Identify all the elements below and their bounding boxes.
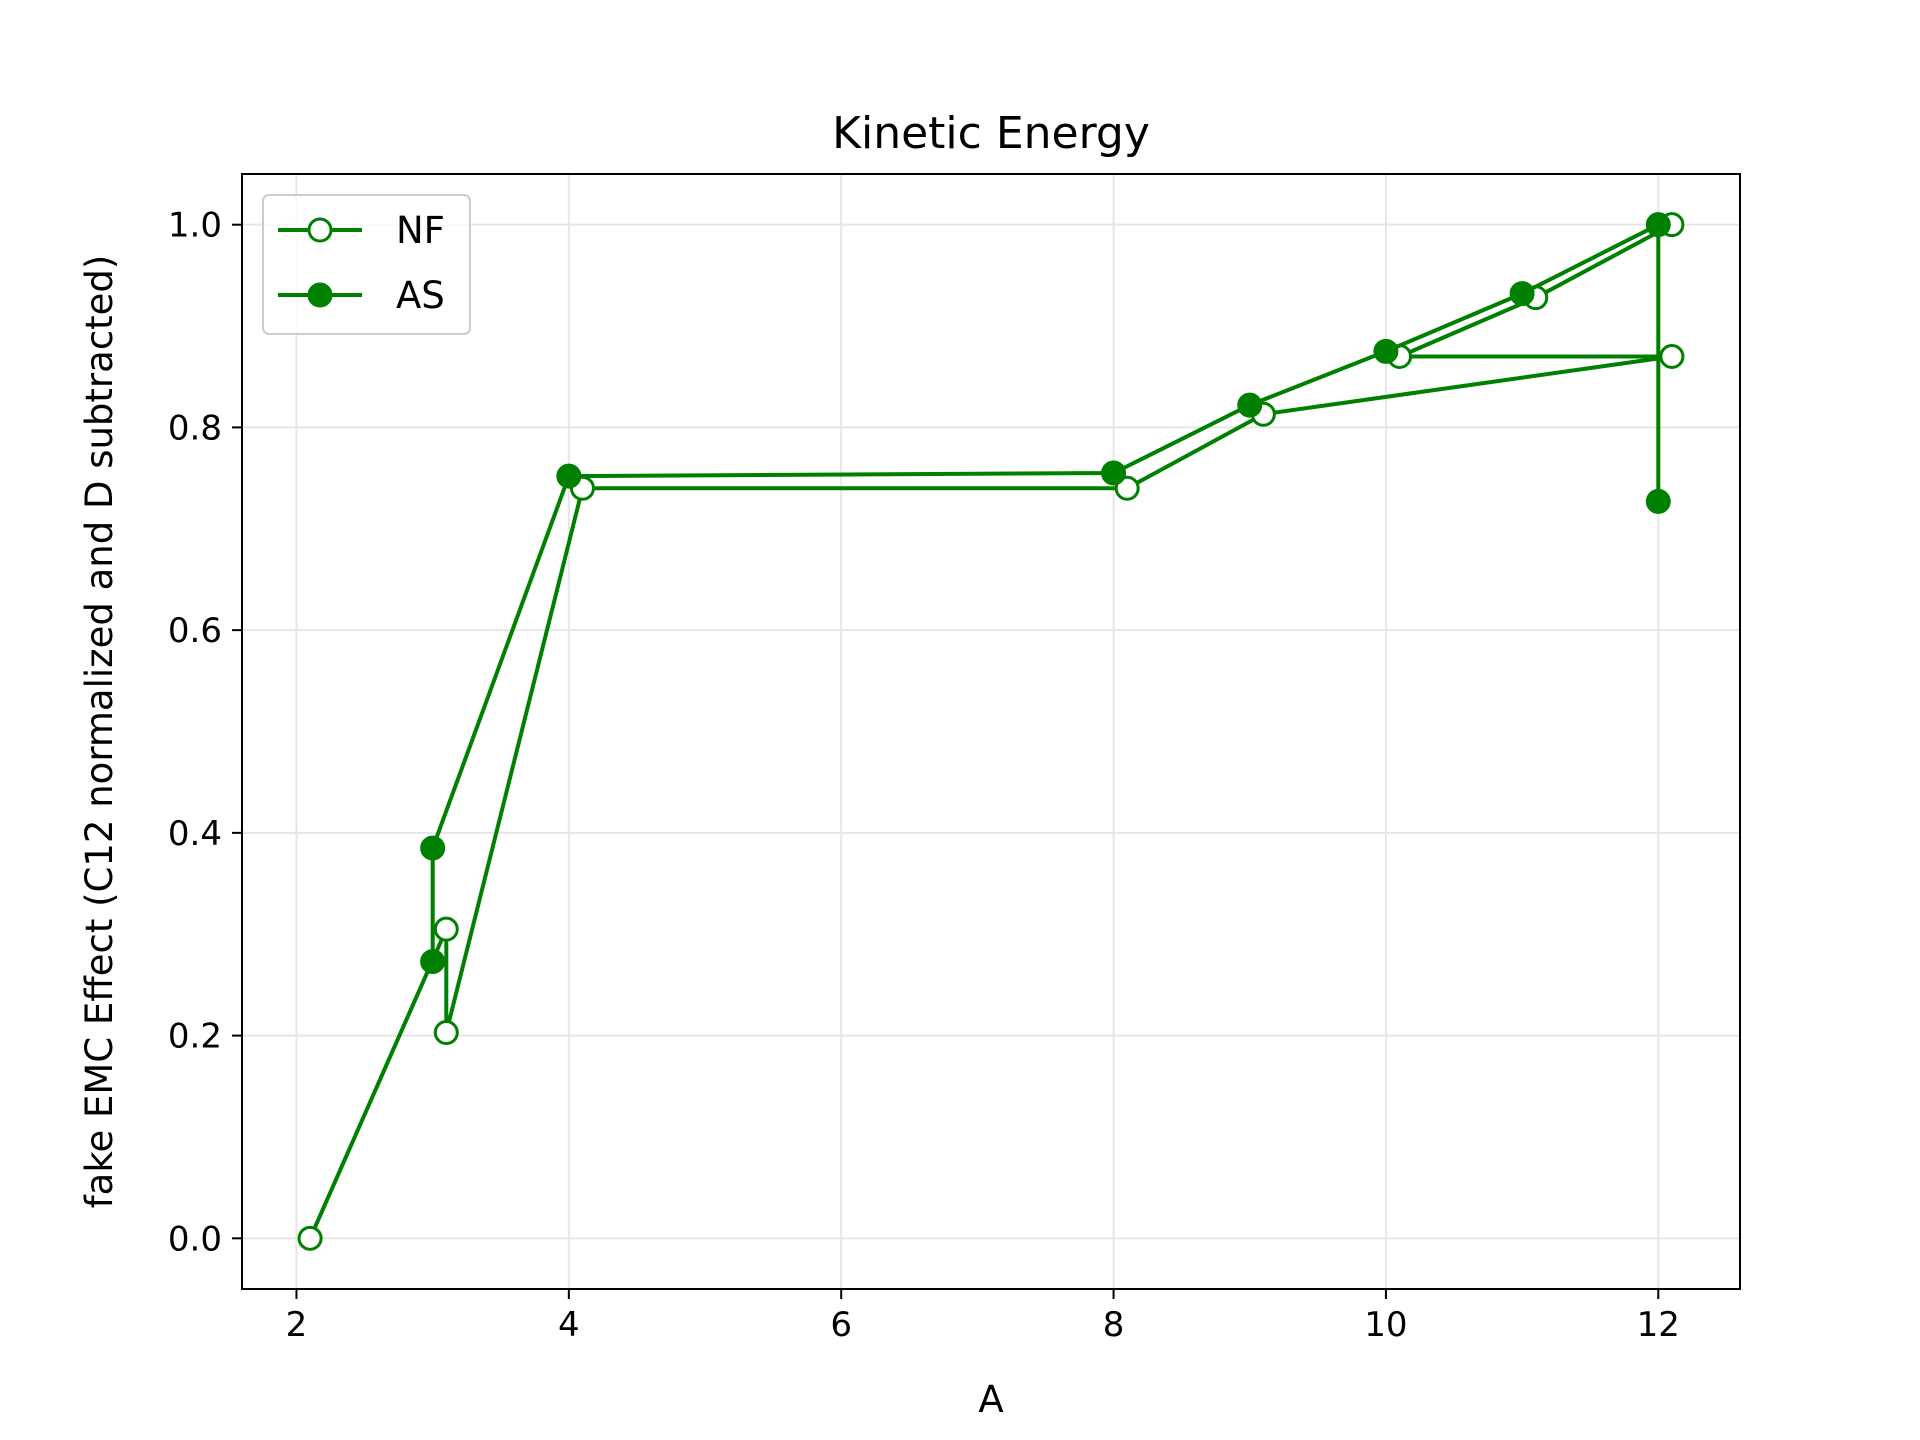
x-tick-label: 12 xyxy=(1637,1305,1680,1345)
legend-marker xyxy=(307,282,333,308)
data-point-nf xyxy=(433,1020,459,1046)
series-as xyxy=(420,212,1671,975)
y-tick-label: 1.0 xyxy=(168,206,222,246)
axis-ticks: 2 4 6 8 10 12 0.0 0.2 0.4 0.6 0.8 1.0 xyxy=(168,206,1680,1345)
legend-label: AS xyxy=(396,274,445,317)
x-tick-label: 10 xyxy=(1364,1305,1407,1345)
x-axis-label: A xyxy=(978,1378,1003,1421)
data-point-as xyxy=(1237,392,1263,418)
legend: NF AS xyxy=(262,194,471,335)
data-point-as xyxy=(1645,488,1671,514)
chart-title: Kinetic Energy xyxy=(832,108,1150,159)
data-point-as xyxy=(1645,212,1671,238)
data-point-as xyxy=(556,463,582,489)
data-point-as xyxy=(420,949,446,975)
y-tick-label: 0.2 xyxy=(168,1017,222,1057)
data-point-as xyxy=(1509,281,1535,307)
x-tick-label: 2 xyxy=(286,1305,308,1345)
series-line-nf xyxy=(308,222,1674,1241)
y-tick-label: 0.6 xyxy=(168,611,222,651)
data-point-as xyxy=(1373,338,1399,364)
grid xyxy=(242,174,1740,1289)
plot-series xyxy=(297,212,1685,1251)
legend-marker xyxy=(307,217,333,243)
plot-frame xyxy=(241,173,1741,1290)
x-tick-label: 8 xyxy=(1103,1305,1125,1345)
data-point-nf xyxy=(1114,475,1140,501)
data-point-nf xyxy=(297,1225,323,1251)
data-point-as xyxy=(1101,460,1127,486)
y-tick-label: 0.4 xyxy=(168,814,222,854)
data-point-nf xyxy=(1659,343,1685,369)
y-tick-label: 0.0 xyxy=(168,1219,222,1259)
data-point-as xyxy=(420,835,446,861)
y-axis-label: fake EMC Effect (C12 normalized and D su… xyxy=(78,255,121,1209)
y-tick-label: 0.8 xyxy=(168,408,222,448)
legend-label: NF xyxy=(396,209,445,252)
data-point-nf xyxy=(433,916,459,942)
x-tick-label: 6 xyxy=(830,1305,852,1345)
x-tick-label: 4 xyxy=(558,1305,580,1345)
